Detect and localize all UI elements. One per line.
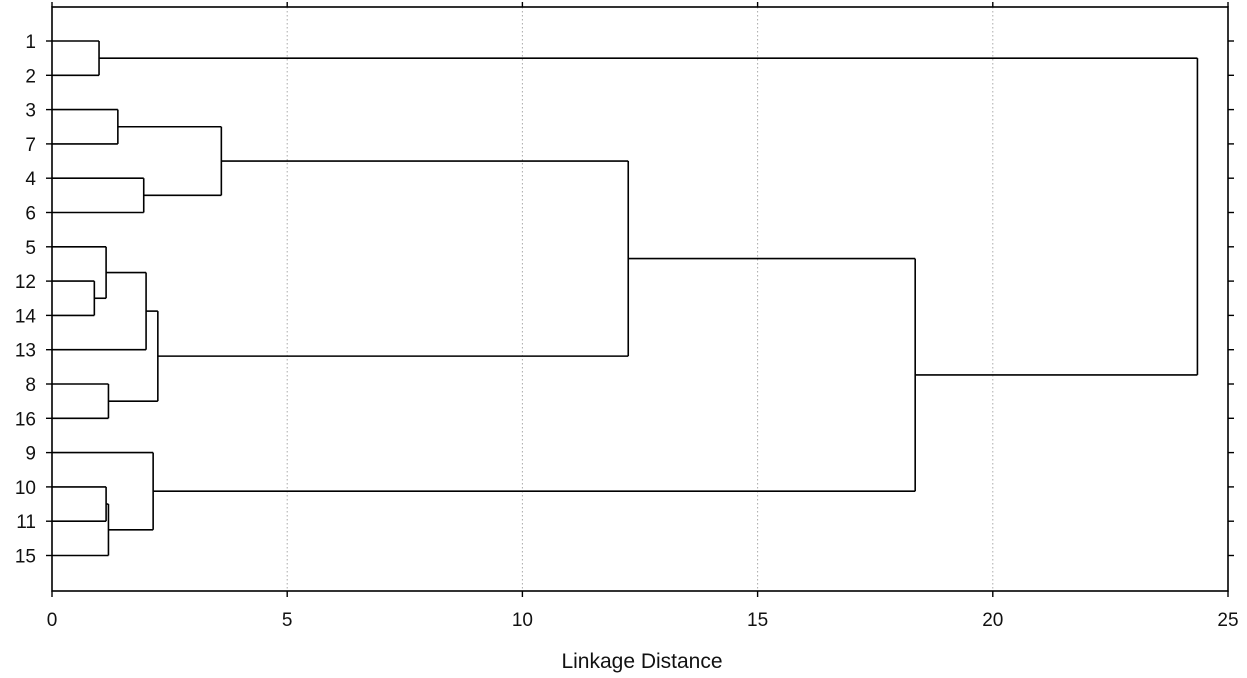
dendrogram-link bbox=[153, 257, 916, 492]
leaf-label: 16 bbox=[15, 409, 36, 430]
leaf-label: 14 bbox=[15, 306, 37, 327]
dendrogram-link bbox=[52, 451, 154, 531]
x-tick-label: 15 bbox=[747, 610, 768, 631]
dendrogram-link bbox=[52, 486, 107, 523]
x-tick-labels: 0 5 10 15 20 25 bbox=[47, 610, 1239, 631]
dendrogram-link bbox=[52, 271, 147, 351]
leaf-label: 6 bbox=[25, 204, 36, 225]
dendrogram-link bbox=[52, 280, 96, 317]
leaf-label: 8 bbox=[25, 375, 36, 396]
leaf-label: 7 bbox=[25, 135, 36, 156]
leaf-label: 3 bbox=[25, 101, 36, 122]
leaf-label: 11 bbox=[16, 512, 36, 533]
leaf-label: 5 bbox=[25, 238, 36, 259]
dendrogram-link bbox=[108, 310, 159, 402]
leaf-label: 1 bbox=[25, 32, 36, 53]
leaf-label: 12 bbox=[15, 272, 36, 293]
x-tick-label: 20 bbox=[982, 610, 1003, 631]
leaf-label: 9 bbox=[25, 444, 36, 465]
grid-lines bbox=[286, 7, 994, 591]
leaf-label: 15 bbox=[15, 547, 36, 568]
leaf-label: 13 bbox=[15, 341, 36, 362]
dendrogram-branches bbox=[52, 40, 1199, 557]
x-tick-label: 25 bbox=[1217, 610, 1238, 631]
leaf-label: 2 bbox=[25, 66, 36, 87]
dendrogram-link bbox=[52, 503, 110, 557]
dendrogram-link bbox=[117, 125, 223, 197]
leaf-label: 10 bbox=[15, 478, 36, 499]
leaf-label: 4 bbox=[25, 169, 36, 190]
x-tick-label: 5 bbox=[282, 610, 293, 631]
x-axis-title: Linkage Distance bbox=[561, 650, 722, 673]
plot-border bbox=[51, 6, 1229, 592]
dendrogram-link bbox=[52, 246, 107, 300]
dendrogram-link bbox=[52, 383, 110, 420]
plot-frame bbox=[46, 2, 1234, 597]
dendrogram-link bbox=[99, 57, 1199, 376]
dendrogram-link bbox=[157, 160, 630, 357]
x-tick-label: 0 bbox=[47, 610, 58, 631]
dendrogram-link bbox=[52, 108, 119, 145]
dendrogram-link bbox=[52, 177, 145, 214]
x-tick-label: 10 bbox=[512, 610, 533, 631]
dendrogram-link bbox=[52, 40, 100, 77]
